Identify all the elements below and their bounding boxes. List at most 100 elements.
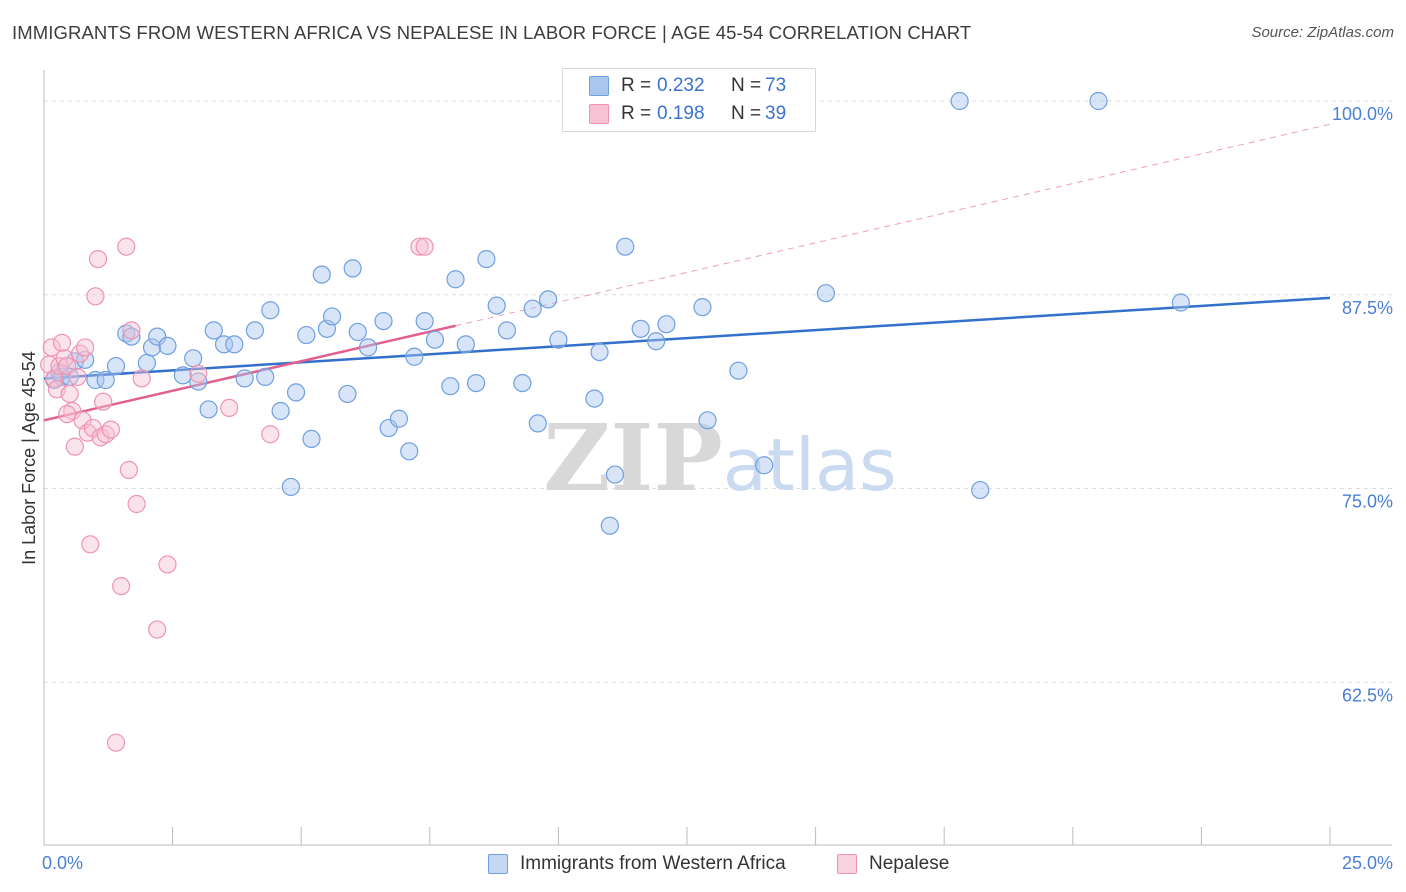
legend-n-value: 73 (765, 75, 787, 96)
data-point (415, 312, 434, 331)
data-point (816, 284, 835, 303)
data-point (348, 322, 367, 342)
data-point (698, 411, 717, 430)
data-point (76, 338, 95, 357)
legend-r-value: 0.198 (657, 103, 705, 124)
data-point (158, 336, 177, 355)
data-point (189, 364, 208, 383)
bottom-legend-label: Nepalese (869, 853, 950, 874)
data-point (86, 370, 105, 390)
data-point (302, 429, 321, 448)
data-point (127, 494, 146, 514)
data-point (137, 353, 156, 373)
x-tick-label: 0.0% (42, 853, 83, 873)
data-point (487, 296, 506, 315)
data-point (225, 335, 244, 354)
data-point (322, 307, 342, 326)
data-point (755, 456, 774, 475)
data-point (425, 330, 445, 349)
data-point (142, 338, 162, 357)
data-point (88, 250, 108, 269)
data-point (466, 374, 486, 393)
data-point (693, 298, 712, 317)
data-point (415, 237, 434, 256)
data-point (1089, 91, 1108, 111)
data-point (122, 321, 141, 340)
data-points (40, 91, 1190, 752)
data-point (106, 733, 126, 752)
axes (43, 70, 1392, 846)
data-point (389, 409, 409, 428)
data-point (647, 332, 666, 351)
y-axis-label: In Labor Force | Age 45-54 (19, 351, 39, 565)
data-point (117, 237, 136, 256)
series-nepalese (40, 237, 434, 752)
data-point (189, 372, 208, 391)
data-point (112, 577, 131, 596)
data-point (729, 361, 748, 380)
data-point (539, 290, 558, 309)
watermark-atlas: atlas (723, 423, 897, 507)
data-point (297, 325, 316, 345)
data-point (616, 237, 635, 256)
data-point (605, 465, 625, 484)
data-point (379, 418, 398, 438)
trend-line-dashed (455, 123, 1331, 327)
data-point (65, 437, 84, 456)
data-point (410, 237, 429, 256)
data-point (214, 335, 234, 354)
data-point (477, 250, 496, 269)
data-point (106, 356, 126, 376)
series-western-africa (45, 91, 1190, 535)
data-point (117, 324, 136, 343)
data-point (523, 299, 542, 318)
data-point (358, 338, 378, 357)
data-point (220, 398, 239, 417)
data-point (446, 270, 465, 289)
data-point (590, 343, 609, 362)
data-point (148, 327, 167, 346)
data-point (184, 349, 203, 368)
tick-labels: 62.5% 75.0% 87.5% 100.0% 0.0% 25.0% (42, 104, 1393, 873)
data-point (63, 401, 82, 421)
data-point (600, 516, 619, 535)
legend-n-value: 39 (765, 103, 787, 124)
data-point (204, 321, 223, 340)
data-point (343, 259, 362, 278)
data-point (271, 401, 290, 421)
trend-lines (43, 123, 1331, 422)
data-point (68, 367, 87, 386)
source-label: Source: ZipAtlas.com (1251, 24, 1394, 41)
data-point (86, 287, 105, 306)
y-tick-label: 62.5% (1342, 685, 1393, 705)
data-point (549, 330, 568, 349)
data-point (199, 400, 218, 419)
y-tick-label: 100.0% (1332, 104, 1393, 124)
data-point (235, 369, 254, 388)
y-tick-label: 75.0% (1342, 492, 1393, 512)
data-point (94, 392, 113, 411)
data-point (52, 333, 72, 352)
y-tick-label: 87.5% (1342, 298, 1393, 318)
bottom-legend-swatch-nepalese (837, 854, 857, 874)
data-point (456, 335, 475, 354)
data-point (286, 383, 306, 402)
legend-n-label: N = (731, 103, 762, 124)
data-point (405, 347, 424, 366)
data-point (58, 405, 77, 424)
watermark-zip: ZIP (543, 404, 722, 512)
data-point (400, 442, 419, 461)
legend-r-value: 0.232 (657, 75, 705, 96)
trend-line-nepalese (43, 324, 456, 422)
legend-r-label: R = (621, 75, 652, 96)
data-point (585, 389, 604, 408)
watermark: ZIPatlas (543, 404, 896, 512)
legend-r-label: R = (621, 103, 652, 124)
legend-swatch-western-africa (589, 76, 609, 96)
data-point (245, 321, 265, 340)
legend-swatch-nepalese (589, 104, 609, 124)
data-point (261, 301, 280, 320)
data-point (101, 420, 120, 439)
data-point (497, 321, 517, 340)
